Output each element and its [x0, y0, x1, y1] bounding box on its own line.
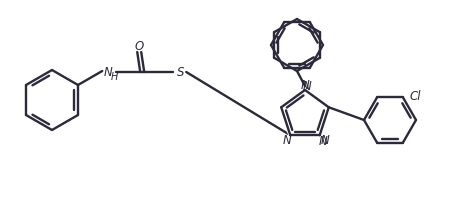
Text: N: N — [104, 66, 113, 79]
Text: S: S — [177, 66, 184, 79]
Text: N: N — [320, 133, 329, 146]
Text: O: O — [135, 40, 144, 53]
Text: N: N — [302, 80, 311, 93]
Text: H: H — [110, 72, 118, 82]
Text: N: N — [318, 134, 327, 147]
Text: N: N — [283, 133, 292, 146]
Text: N: N — [301, 79, 309, 92]
Text: Cl: Cl — [409, 90, 421, 102]
